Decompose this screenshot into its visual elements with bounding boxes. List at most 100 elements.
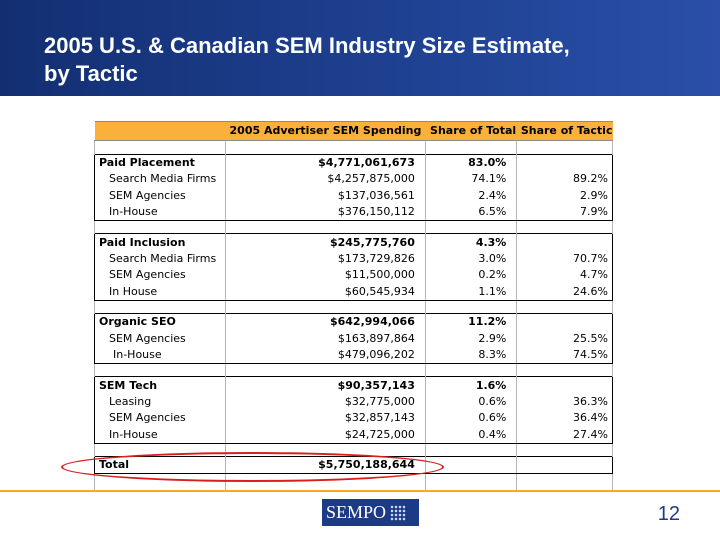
- row-spending: $32,775,000: [225, 393, 426, 411]
- row-label: In House: [93, 283, 227, 301]
- table-row: SEM Agencies $32,857,143 0.6% 36.4%: [93, 410, 613, 427]
- row-spending: $137,036,561: [225, 187, 426, 204]
- row-label: SEM Agencies: [93, 330, 227, 347]
- spacer-row: [93, 363, 613, 377]
- row-spending: $11,500,000: [225, 267, 426, 284]
- table-row: SEM Agencies $11,500,000 0.2% 4.7%: [93, 267, 613, 284]
- row-label: In-House: [93, 203, 227, 222]
- logo-text: SEMPO: [326, 502, 387, 522]
- slide-title-line-1: 2005 U.S. & Canadian SEM Industry Size E…: [44, 33, 570, 58]
- total-share-total: [424, 456, 518, 475]
- row-share-total: 74.1%: [424, 171, 518, 188]
- page-number: 12: [657, 503, 680, 525]
- group-share-total: 83.0%: [424, 153, 518, 172]
- slide-title: 2005 U.S. & Canadian SEM Industry Size E…: [44, 32, 570, 88]
- row-share-total: 2.4%: [424, 187, 518, 204]
- header-cell-blank: [94, 120, 226, 142]
- row-spending: $24,725,000: [225, 426, 426, 444]
- group-label: Paid Inclusion: [93, 233, 227, 251]
- row-share-tactic: 27.4%: [516, 426, 613, 444]
- group-label: SEM Tech: [93, 376, 227, 394]
- row-spending: $163,897,864: [225, 330, 426, 347]
- row-share-tactic: 36.4%: [516, 410, 613, 427]
- row-label: In-House: [93, 426, 227, 444]
- row-label: SEM Agencies: [93, 187, 227, 204]
- table-row: Search Media Firms $4,257,875,000 74.1% …: [93, 171, 613, 188]
- row-spending: $60,545,934: [225, 283, 426, 301]
- row-label: Leasing: [93, 393, 227, 411]
- row-spending: $32,857,143: [225, 410, 426, 427]
- row-label: Search Media Firms: [93, 171, 227, 188]
- group-share-tactic: [516, 153, 613, 172]
- row-share-tactic: 24.6%: [516, 283, 613, 301]
- slide-title-line-2: by Tactic: [44, 61, 138, 86]
- group-spending: $4,771,061,673: [225, 153, 426, 172]
- row-share-tactic: 74.5%: [516, 346, 613, 365]
- group-row-organic-seo: Organic SEO $642,994,066 11.2%: [93, 313, 613, 331]
- group-spending: $90,357,143: [225, 376, 426, 394]
- group-spending: $642,994,066: [225, 313, 426, 331]
- row-share-tactic: 7.9%: [516, 203, 613, 222]
- table-row: In-House $479,096,202 8.3% 74.5%: [93, 346, 613, 365]
- spacer-row: [93, 473, 613, 491]
- row-share-total: 6.5%: [424, 203, 518, 222]
- row-label: SEM Agencies: [93, 410, 227, 427]
- group-label: Paid Placement: [93, 153, 227, 172]
- table-row: In House $60,545,934 1.1% 24.6%: [93, 283, 613, 301]
- group-share-total: 4.3%: [424, 233, 518, 251]
- sempo-logo: SEMPO: [322, 499, 419, 526]
- row-share-total: 2.9%: [424, 330, 518, 347]
- table-row: Search Media Firms $173,729,826 3.0% 70.…: [93, 250, 613, 268]
- table-row: In-House $24,725,000 0.4% 27.4%: [93, 426, 613, 444]
- row-spending: $173,729,826: [225, 250, 426, 268]
- total-spending: $5,750,188,644: [225, 456, 426, 475]
- group-share-total: 1.6%: [424, 376, 518, 394]
- group-label: Organic SEO: [93, 313, 227, 331]
- group-share-tactic: [516, 233, 613, 251]
- group-share-tactic: [516, 313, 613, 331]
- row-share-total: 0.6%: [424, 410, 518, 427]
- row-label: SEM Agencies: [93, 267, 227, 284]
- row-share-total: 0.6%: [424, 393, 518, 411]
- row-label: Search Media Firms: [93, 250, 227, 268]
- row-share-tactic: 2.9%: [516, 187, 613, 204]
- row-spending: $376,150,112: [225, 203, 426, 222]
- slide-title-bar: 2005 U.S. & Canadian SEM Industry Size E…: [0, 0, 720, 96]
- spacer-row: [93, 220, 613, 234]
- table-row: In-House $376,150,112 6.5% 7.9%: [93, 203, 613, 222]
- row-share-tactic: 25.5%: [516, 330, 613, 347]
- logo-dots-icon: [390, 504, 407, 521]
- header-cell-share-total: Share of Total: [425, 120, 517, 142]
- group-share-tactic: [516, 376, 613, 394]
- spacer-row: [93, 140, 613, 155]
- table-row: SEM Agencies $137,036,561 2.4% 2.9%: [93, 187, 613, 204]
- total-row: Total $5,750,188,644: [93, 456, 613, 475]
- row-label: In-House: [93, 346, 227, 365]
- footer-divider: [0, 490, 720, 492]
- row-spending: $479,096,202: [225, 346, 426, 365]
- header-cell-spending: 2005 Advertiser SEM Spending: [225, 120, 426, 142]
- sem-spending-table: 2005 Advertiser SEM Spending Share of To…: [93, 120, 613, 491]
- table-header-row: 2005 Advertiser SEM Spending Share of To…: [94, 120, 613, 142]
- row-share-tactic: 4.7%: [516, 267, 613, 284]
- group-row-paid-inclusion: Paid Inclusion $245,775,760 4.3%: [93, 233, 613, 251]
- row-share-total: 8.3%: [424, 346, 518, 365]
- spacer-row: [93, 300, 613, 314]
- total-share-tactic: [516, 456, 613, 475]
- group-row-sem-tech: SEM Tech $90,357,143 1.6%: [93, 376, 613, 394]
- row-share-total: 1.1%: [424, 283, 518, 301]
- table-row: SEM Agencies $163,897,864 2.9% 25.5%: [93, 330, 613, 347]
- group-spending: $245,775,760: [225, 233, 426, 251]
- total-label: Total: [93, 456, 227, 475]
- group-row-paid-placement: Paid Placement $4,771,061,673 83.0%: [93, 153, 613, 172]
- row-share-total: 3.0%: [424, 250, 518, 268]
- row-share-tactic: 36.3%: [516, 393, 613, 411]
- row-spending: $4,257,875,000: [225, 171, 426, 188]
- row-share-total: 0.2%: [424, 267, 518, 284]
- table-row: Leasing $32,775,000 0.6% 36.3%: [93, 393, 613, 411]
- row-share-tactic: 70.7%: [516, 250, 613, 268]
- spacer-row: [93, 443, 613, 457]
- row-share-tactic: 89.2%: [516, 171, 613, 188]
- row-share-total: 0.4%: [424, 426, 518, 444]
- group-share-total: 11.2%: [424, 313, 518, 331]
